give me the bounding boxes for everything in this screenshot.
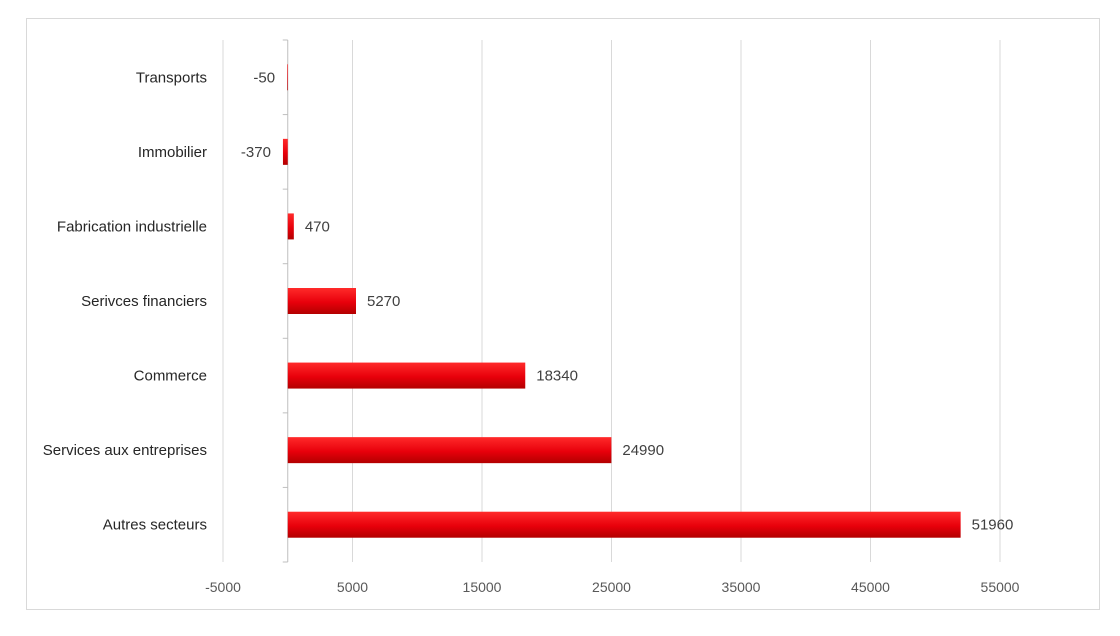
data-label: 51960 xyxy=(972,517,1014,534)
x-tick-label: -5000 xyxy=(205,579,241,595)
x-tick-label: 25000 xyxy=(592,579,631,595)
bar xyxy=(287,64,288,91)
bars xyxy=(282,64,961,538)
data-label: -370 xyxy=(241,144,271,161)
category-label: Services aux entreprises xyxy=(43,442,207,459)
x-tick-label: 35000 xyxy=(722,579,761,595)
category-label: Immobilier xyxy=(138,144,207,161)
x-tick-label: 5000 xyxy=(337,579,368,595)
data-label: 18340 xyxy=(536,368,578,385)
category-label: Serivces financiers xyxy=(81,293,207,310)
data-label: 5270 xyxy=(367,293,400,310)
category-label: Commerce xyxy=(134,368,207,385)
bar xyxy=(287,511,961,538)
data-label: 470 xyxy=(305,218,330,235)
bar xyxy=(282,138,288,165)
category-label: Transports xyxy=(136,69,207,86)
labels: -5000 5000 15000 25000 35000 45000 55000 Transp… xyxy=(43,69,1020,595)
bar xyxy=(287,437,612,464)
gridlines xyxy=(222,40,1001,562)
data-label: 24990 xyxy=(622,442,664,459)
chart-frame xyxy=(26,18,1100,610)
bar xyxy=(287,213,294,240)
x-tick-label: 55000 xyxy=(981,579,1020,595)
category-label: Autres secteurs xyxy=(103,517,207,534)
category-label: Fabrication industrielle xyxy=(57,218,207,235)
data-label: -50 xyxy=(253,69,275,86)
bar xyxy=(287,288,356,314)
x-tick-label: 15000 xyxy=(463,579,502,595)
y-axis xyxy=(282,39,289,563)
bar xyxy=(287,362,526,389)
x-tick-label: 45000 xyxy=(851,579,890,595)
